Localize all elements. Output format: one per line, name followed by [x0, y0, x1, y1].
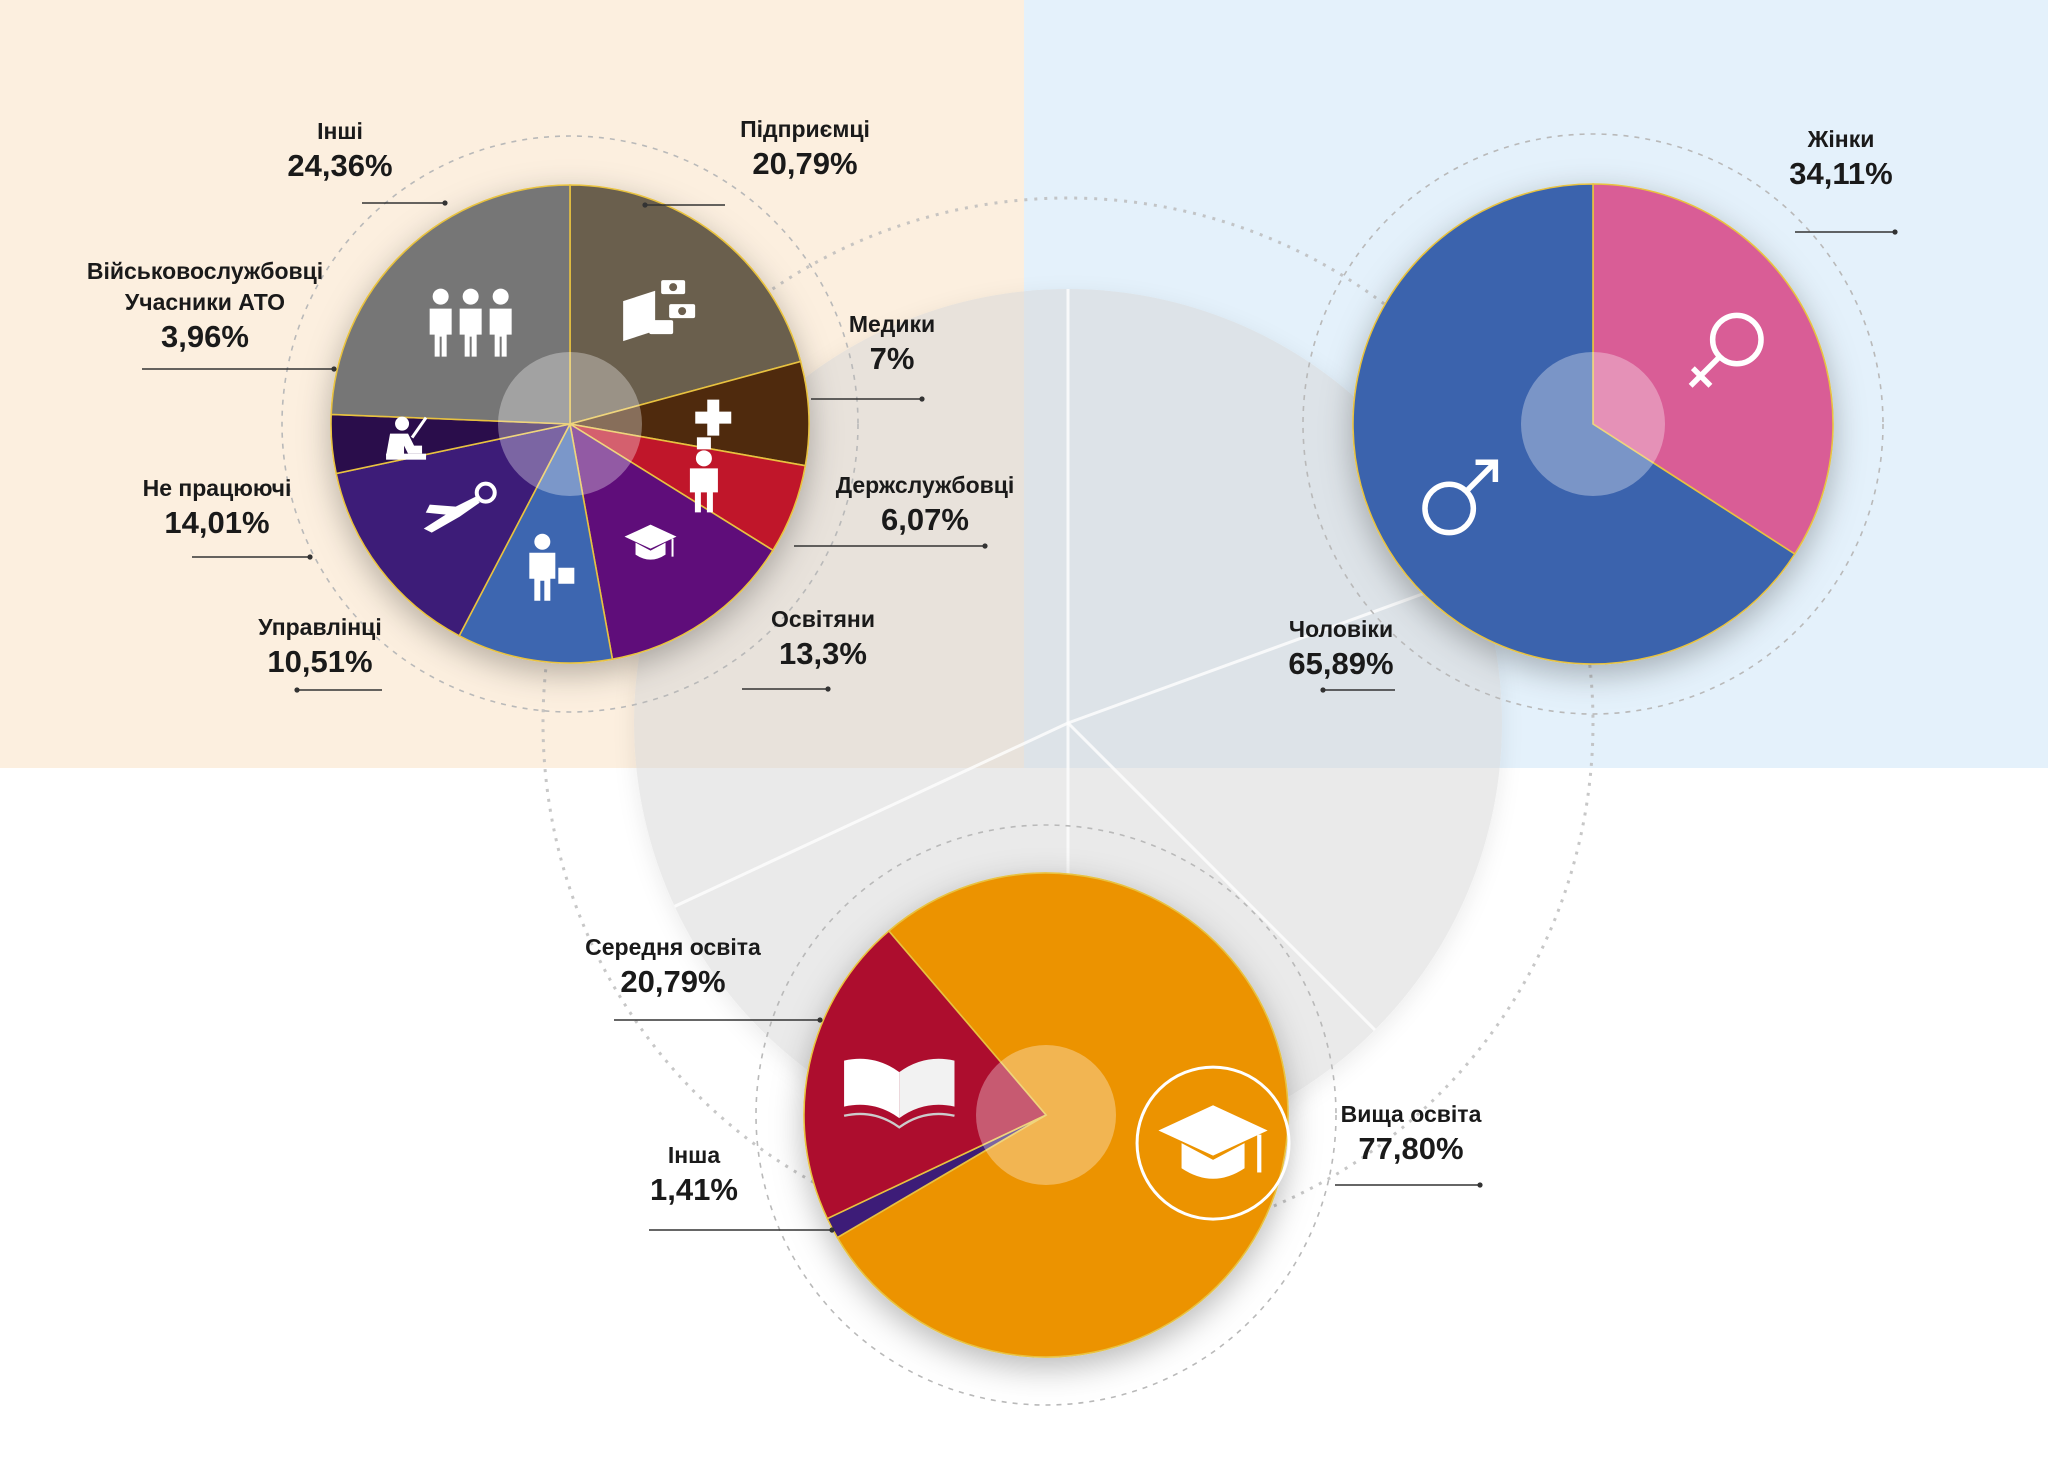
- civil-servant-icon: [689, 437, 718, 513]
- slice-name-label: Жінки: [1807, 126, 1875, 152]
- slice-value-label: 24,36%: [287, 148, 392, 183]
- dashed-ring: [281, 135, 859, 713]
- pie-slices: [1352, 183, 1834, 665]
- pie-slice-не-працюючі[interactable]: [335, 422, 572, 637]
- slice-value-label: 6,07%: [881, 502, 969, 537]
- slice-label-медики: Медики 7%: [811, 311, 935, 402]
- medical-cross-icon: [695, 399, 732, 436]
- background-decorative-pie: [541, 196, 1595, 1250]
- slice-name-label: Не працюючі: [143, 475, 292, 501]
- slice-name-label: Учасники АТО: [125, 289, 285, 315]
- pie-slice-вища-освіта[interactable]: [836, 872, 1289, 1358]
- slice-value-label: 34,11%: [1789, 156, 1892, 191]
- slice-name-label: Чоловіки: [1289, 616, 1393, 642]
- slice-label-вища-освіта: Вища освіта 77,80%: [1335, 1101, 1483, 1188]
- soldier-icon: [386, 416, 428, 460]
- pie-center-hub: [1521, 352, 1665, 496]
- pie-center-hub: [976, 1045, 1116, 1185]
- graduation-cap-icon: [624, 524, 677, 560]
- slice-name-label: Інша: [668, 1142, 720, 1168]
- slice-label-інші: Інші 24,36%: [287, 118, 448, 206]
- manager-icon: [529, 533, 575, 601]
- pie-slice-медики[interactable]: [569, 360, 810, 467]
- education-pie-chart: Вища освіта 77,80% Інша 1,41% Середня освіта…: [585, 824, 1483, 1406]
- slice-value-label: 14,01%: [164, 505, 269, 540]
- slice-label-освітяни: Освітяни 13,3%: [742, 606, 875, 692]
- pie-slice-чоловіки[interactable]: [1352, 183, 1796, 665]
- female-symbol-icon: [1688, 312, 1764, 388]
- slice-name-label: Медики: [849, 311, 935, 337]
- pie-center-hub: [498, 352, 642, 496]
- slice-name-label: Середня освіта: [585, 934, 761, 960]
- pie-slice-освітяни[interactable]: [568, 422, 775, 661]
- dashed-ring: [1302, 133, 1884, 715]
- dashed-ring: [755, 824, 1337, 1406]
- slice-label-держслужбовці: Держслужбовці 6,07%: [794, 472, 1014, 549]
- slice-label-підприємці: Підприємці 20,79%: [642, 116, 870, 208]
- slice-name-label: Освітяни: [771, 606, 875, 632]
- slice-label-середня-освіта: Середня освіта 20,79%: [585, 934, 823, 1023]
- pie-slice-жінки[interactable]: [1592, 183, 1834, 556]
- slice-value-label: 65,89%: [1288, 646, 1393, 681]
- gender-pie-chart: Жінки 34,11% Чоловіки 65,89%: [1288, 126, 1898, 715]
- slice-value-label: 13,3%: [779, 636, 867, 671]
- slice-value-label: 20,79%: [620, 964, 725, 999]
- slice-name-label: Вища освіта: [1341, 1101, 1482, 1127]
- people-group-icon: [429, 288, 512, 357]
- open-book-icon: [843, 1058, 955, 1129]
- slice-value-label: 3,96%: [161, 319, 249, 354]
- pie-slices: [330, 184, 810, 664]
- slice-label-управлінці: Управлінці 10,51%: [258, 614, 382, 693]
- slice-value-label: 20,79%: [752, 146, 857, 181]
- slice-label-військовослужбовці-учасники-ато: Військовослужбовці Учасники АТО 3,96%: [87, 258, 337, 372]
- male-symbol-icon: [1422, 459, 1499, 536]
- pie-slice-інші[interactable]: [330, 184, 571, 425]
- slice-label-чоловіки: Чоловіки 65,89%: [1288, 616, 1395, 693]
- slice-name-label: Військовослужбовці: [87, 258, 323, 284]
- slice-value-label: 7%: [870, 341, 915, 376]
- slice-value-label: 1,41%: [650, 1172, 738, 1207]
- slice-name-label: Управлінці: [258, 614, 381, 640]
- slice-name-label: Держслужбовці: [836, 472, 1015, 498]
- occupation-pie-chart: Підприємці 20,79% Медики 7% Держслужбовці 6,0…: [87, 116, 1014, 713]
- relaxing-person-icon: [423, 481, 497, 533]
- slice-name-label: Підприємці: [740, 116, 870, 142]
- slice-label-жінки: Жінки 34,11%: [1789, 126, 1898, 235]
- slice-label-не-працюючі: Не працюючі 14,01%: [143, 475, 313, 560]
- slice-value-label: 10,51%: [267, 644, 372, 679]
- graduation-cap-icon: [1135, 1065, 1291, 1221]
- slice-label-інша: Інша 1,41%: [649, 1142, 835, 1233]
- slice-value-label: 77,80%: [1358, 1131, 1463, 1166]
- slice-name-label: Інші: [317, 118, 363, 144]
- money-icon: [623, 280, 696, 342]
